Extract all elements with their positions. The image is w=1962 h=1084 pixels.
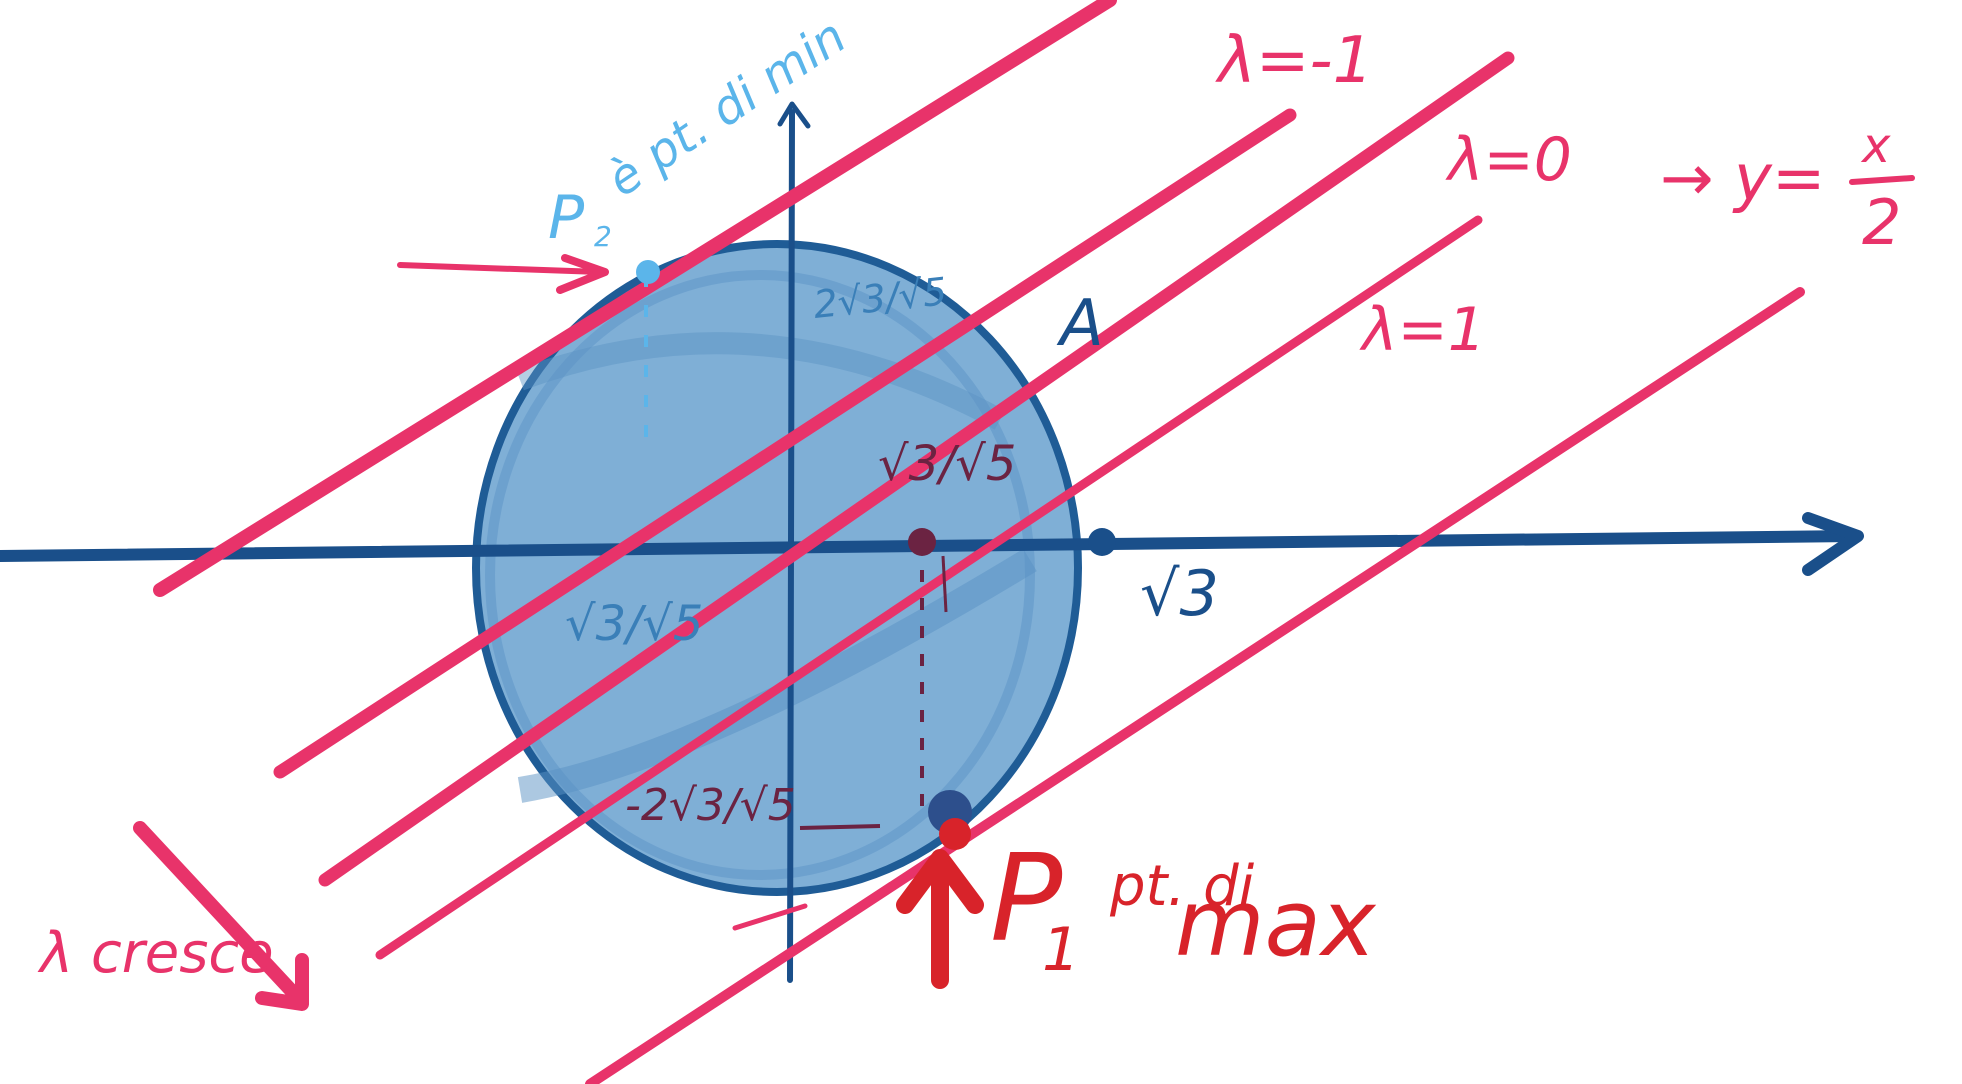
line-equation: → y= x 2 — [1660, 118, 1915, 259]
dashed-guides — [644, 275, 948, 820]
point-p2 — [636, 260, 660, 284]
level-line-lambda-minus-1 — [273, 108, 1297, 779]
level-line-lambda-0 — [318, 51, 1515, 887]
level-lines — [153, 0, 1805, 1084]
p1-text-small: pt. di — [1109, 854, 1255, 919]
level-line-lambda-1 — [375, 215, 1483, 960]
points — [636, 260, 1116, 850]
point-p1-highlight — [939, 818, 971, 850]
lower-left-label: √3/√5 — [565, 596, 703, 652]
arrow-right-icon — [397, 262, 603, 275]
arrow-right-icon — [1802, 512, 1864, 576]
lambda-grows-label: λ cresce — [37, 921, 274, 986]
line-eq-fraction-bar — [1849, 175, 1915, 185]
line-eq-arrow: → y= — [1660, 142, 1825, 216]
p1-annotation: P 1 pt. di max — [896, 830, 1377, 989]
y-tick-bottom-mark — [732, 903, 808, 931]
p1-letter: P — [990, 830, 1063, 969]
arrow-up-icon — [896, 849, 984, 989]
lambda-minus-1-label: λ=-1 — [1215, 24, 1373, 98]
lambda-grows-annotation: λ cresce — [37, 821, 309, 1011]
upper-mid-label: √3/√5 — [878, 436, 1016, 492]
p2-subscript: 2 — [594, 220, 612, 253]
arrow-down-right-icon — [133, 821, 307, 1007]
x-tick-sqrt3: √3 — [1140, 557, 1219, 630]
y-tick-bottom: -2√3/√5 — [625, 780, 796, 831]
p1-text-big: max — [1175, 870, 1377, 977]
lambda-1-label: λ=1 — [1359, 295, 1486, 365]
lambda-0-label: λ=0 — [1445, 125, 1572, 195]
p2-letter: P — [548, 183, 585, 253]
y-axis — [777, 101, 811, 983]
point-a-label: A — [1056, 287, 1104, 361]
p1-subscript: 1 — [1042, 915, 1080, 985]
point-on-x-axis — [908, 528, 936, 556]
level-line-tangent-top — [153, 0, 1117, 597]
level-line-tangent-bottom — [585, 287, 1805, 1084]
point-a — [1088, 528, 1116, 556]
arrow-up-icon — [777, 101, 811, 129]
y-tick-bottom-dash — [799, 824, 881, 830]
line-eq-numerator: x — [1860, 118, 1891, 174]
line-eq-denominator: 2 — [1862, 186, 1901, 259]
